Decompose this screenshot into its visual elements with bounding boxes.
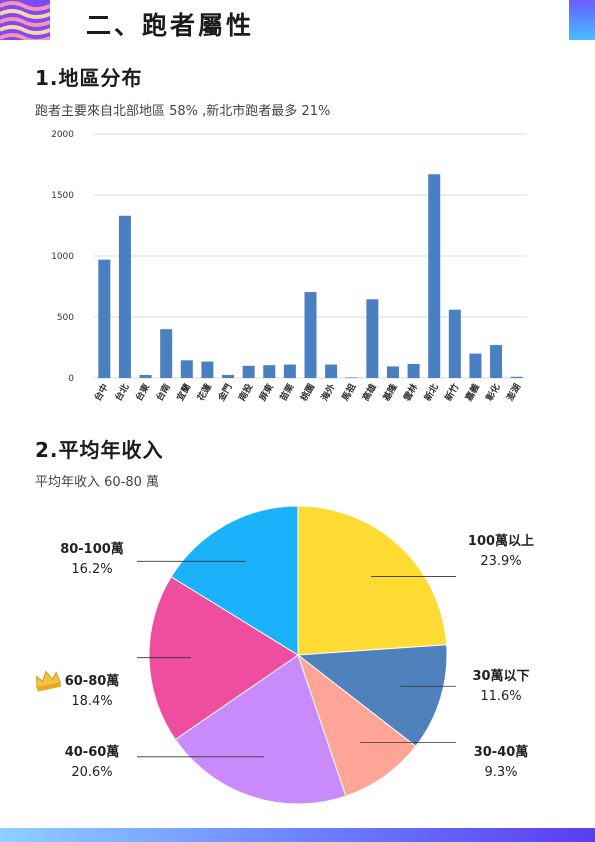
bar-雲林 bbox=[407, 363, 420, 378]
x-tick-label: 金門 bbox=[215, 382, 235, 404]
region-bar-chart: 0 500 1000 1500 2000 台中 台北 台東 台南 宜蘭 花蓮 金門 南投 屏東 苗栗 桃園 海外… bbox=[51, 130, 527, 404]
pie-slice-60-80萬 bbox=[148, 576, 299, 741]
bar-桃園 bbox=[304, 291, 317, 378]
x-tick-label: 宜蘭 bbox=[174, 382, 193, 404]
slice-label: 60-80萬 bbox=[65, 673, 120, 689]
x-tick-label: 雲林 bbox=[401, 381, 421, 403]
y-tick-label: 500 bbox=[57, 313, 74, 323]
slice-percent: 23.9% bbox=[480, 554, 521, 569]
crown-icon bbox=[36, 670, 62, 692]
pie-slice-80-100萬 bbox=[170, 505, 299, 656]
y-tick-label: 1500 bbox=[51, 191, 74, 201]
bar-馬祖 bbox=[345, 377, 358, 378]
corner-gradient-decoration bbox=[569, 0, 595, 40]
bar-台中 bbox=[98, 259, 111, 378]
y-tick-label: 0 bbox=[68, 374, 74, 384]
bar-台南 bbox=[160, 329, 173, 378]
slice-label: 30萬以下 bbox=[472, 668, 529, 684]
bar-台北 bbox=[118, 215, 131, 378]
x-tick-label: 台北 bbox=[112, 382, 131, 404]
bar-苗栗 bbox=[283, 364, 296, 378]
pie-slice-100萬以上 bbox=[297, 505, 448, 656]
bar-新竹 bbox=[448, 309, 461, 378]
x-tick-label: 馬祖 bbox=[338, 382, 358, 404]
y-tick-label: 1000 bbox=[51, 252, 74, 262]
slice-percent: 9.3% bbox=[484, 765, 517, 780]
x-tick-label: 新北 bbox=[421, 382, 440, 404]
slice-label: 40-60萬 bbox=[65, 744, 120, 760]
income-summary: 平均年收入 60-80 萬 bbox=[35, 475, 160, 490]
bar-花蓮 bbox=[201, 361, 214, 378]
x-tick-label: 高雄 bbox=[360, 382, 379, 404]
x-tick-label: 嘉義 bbox=[462, 382, 482, 404]
income-pie-chart: 100萬以上 23.9% 30萬以下 11.6% 30-40萬 9.3% 40-60萬 20.… bbox=[36, 505, 534, 805]
x-tick-label: 苗栗 bbox=[277, 382, 296, 404]
bar-南投 bbox=[242, 365, 255, 378]
x-tick-label: 花蓮 bbox=[195, 382, 214, 404]
bar-高雄 bbox=[366, 299, 379, 378]
x-tick-label: 新竹 bbox=[442, 382, 461, 404]
x-tick-label: 南投 bbox=[236, 382, 255, 404]
x-tick-label: 台中 bbox=[92, 382, 111, 404]
bar-彰化 bbox=[490, 345, 503, 378]
x-tick-label: 澎湖 bbox=[504, 382, 523, 404]
x-tick-label: 屏東 bbox=[256, 382, 275, 404]
slice-percent: 20.6% bbox=[71, 765, 112, 780]
slice-percent: 18.4% bbox=[71, 694, 112, 709]
x-tick-label: 彰化 bbox=[483, 381, 502, 403]
x-tick-label: 桃園 bbox=[298, 382, 317, 404]
slice-percent: 11.6% bbox=[480, 689, 521, 704]
corner-wave-decoration bbox=[0, 0, 50, 40]
bar-金門 bbox=[222, 374, 235, 378]
footer-gradient-bar bbox=[0, 828, 595, 842]
bar-嘉義 bbox=[469, 353, 482, 378]
slice-label: 30-40萬 bbox=[474, 744, 529, 760]
pie-slice-40-60萬 bbox=[174, 654, 347, 805]
income-heading: 2.平均年收入 bbox=[35, 438, 164, 462]
slice-percent: 16.2% bbox=[71, 562, 112, 577]
bar-屏東 bbox=[263, 365, 276, 378]
region-heading: 1.地區分布 bbox=[35, 66, 143, 90]
x-tick-label: 海外 bbox=[318, 382, 337, 404]
bar-海外 bbox=[325, 364, 338, 378]
slice-label: 100萬以上 bbox=[468, 533, 534, 549]
bar-台東 bbox=[139, 374, 152, 378]
y-tick-label: 2000 bbox=[51, 130, 74, 140]
x-tick-label: 台南 bbox=[153, 382, 172, 404]
bar-宜蘭 bbox=[180, 360, 193, 378]
page-title: 二、跑者屬性 bbox=[86, 11, 255, 40]
bar-澎湖 bbox=[510, 376, 523, 378]
bar-基隆 bbox=[386, 366, 399, 378]
x-tick-label: 台東 bbox=[133, 382, 152, 404]
pie-slice-30-40萬 bbox=[296, 653, 417, 797]
bar-新北 bbox=[428, 174, 441, 378]
x-tick-label: 基隆 bbox=[380, 381, 400, 404]
region-summary: 跑者主要來自北部地區 58% ,新北市跑者最多 21% bbox=[35, 104, 331, 119]
slice-label: 80-100萬 bbox=[60, 541, 124, 557]
